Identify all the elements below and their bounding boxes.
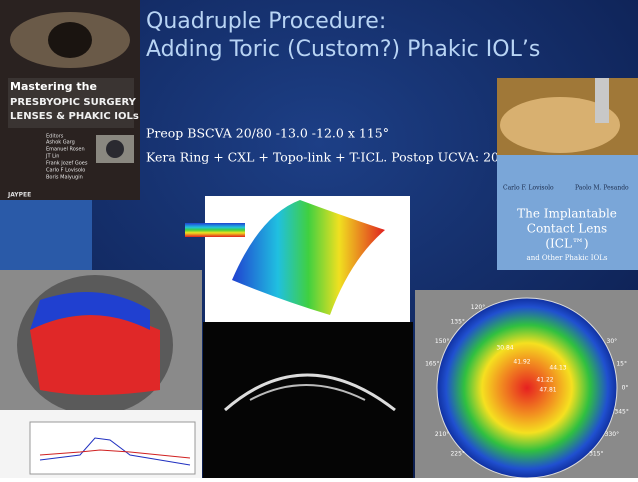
editor-name: Ashok Garg: [46, 140, 75, 146]
topography-map: 120° 135° 150° 165° 0° 15° 30° 345° 330° 210° 225°…: [415, 290, 638, 479]
reading-label: 41.22: [536, 377, 553, 384]
line-graph: [0, 410, 202, 478]
book-cover-left: Mastering the PRESBYOPIC SURGERY LENSES …: [0, 0, 140, 200]
surgery-photo: [497, 78, 638, 155]
eye-map-left: [0, 270, 202, 415]
book-cover-right: Carlo F. Lovisolo Paolo M. Pesando The I…: [497, 155, 638, 270]
angle-label: 135°: [450, 319, 464, 326]
editors-label: Editors: [46, 134, 64, 140]
editor-name: Boris Malyugin: [46, 175, 83, 181]
angle-label: 315°: [589, 450, 603, 457]
angle-label: 30°: [607, 338, 618, 345]
book-title: The Implantable: [517, 207, 617, 221]
reading-label: 41.92: [513, 359, 530, 366]
angle-label: 0°: [622, 385, 629, 392]
angle-label: 150°: [435, 338, 449, 345]
reading-label: 44.13: [549, 365, 566, 372]
book-subtitle: and Other Phakic IOLs: [527, 254, 608, 262]
fea-model: [185, 196, 410, 324]
book-author: Paolo M. Pesando: [575, 185, 629, 192]
title: Adding Toric (Custom?) Phakic IOL’s: [146, 37, 540, 62]
book-title: (ICL™): [545, 237, 588, 251]
oct-scan: [203, 322, 413, 478]
book-heading: LENSES & PHAKIC IOLs: [10, 111, 139, 122]
book-heading: PRESBYOPIC SURGERY: [10, 97, 137, 108]
title: Quadruple Procedure:: [146, 9, 386, 34]
accent-block: [0, 195, 92, 270]
body-text: Kera Ring + CXL + Topo-link + T-ICL. Pos…: [146, 150, 519, 165]
reading-label: 47.81: [539, 387, 556, 394]
book-heading: Mastering the: [10, 80, 97, 93]
angle-label: 330°: [605, 431, 619, 438]
angle-label: 120°: [471, 304, 485, 311]
editor-name: Carlo F Lovisolo: [46, 168, 85, 174]
angle-label: 165°: [425, 360, 439, 367]
editor-name: JT Lin: [45, 154, 59, 160]
editor-name: Emanuel Rosen: [46, 147, 85, 153]
body-text: Preop BSCVA 20/80 -13.0 -12.0 x 115°: [146, 126, 389, 141]
editor-name: Frank Jozef Goes: [46, 161, 88, 167]
angle-label: 15°: [616, 360, 627, 367]
reading-label: 30.84: [496, 345, 513, 352]
book-author: Carlo F. Lovisolo: [503, 185, 554, 192]
book-title: Contact Lens: [527, 222, 607, 236]
angle-label: 225°: [450, 450, 464, 457]
angle-label: 345°: [614, 409, 628, 416]
publisher: JAYPEE: [7, 192, 31, 199]
angle-label: 210°: [435, 431, 449, 438]
